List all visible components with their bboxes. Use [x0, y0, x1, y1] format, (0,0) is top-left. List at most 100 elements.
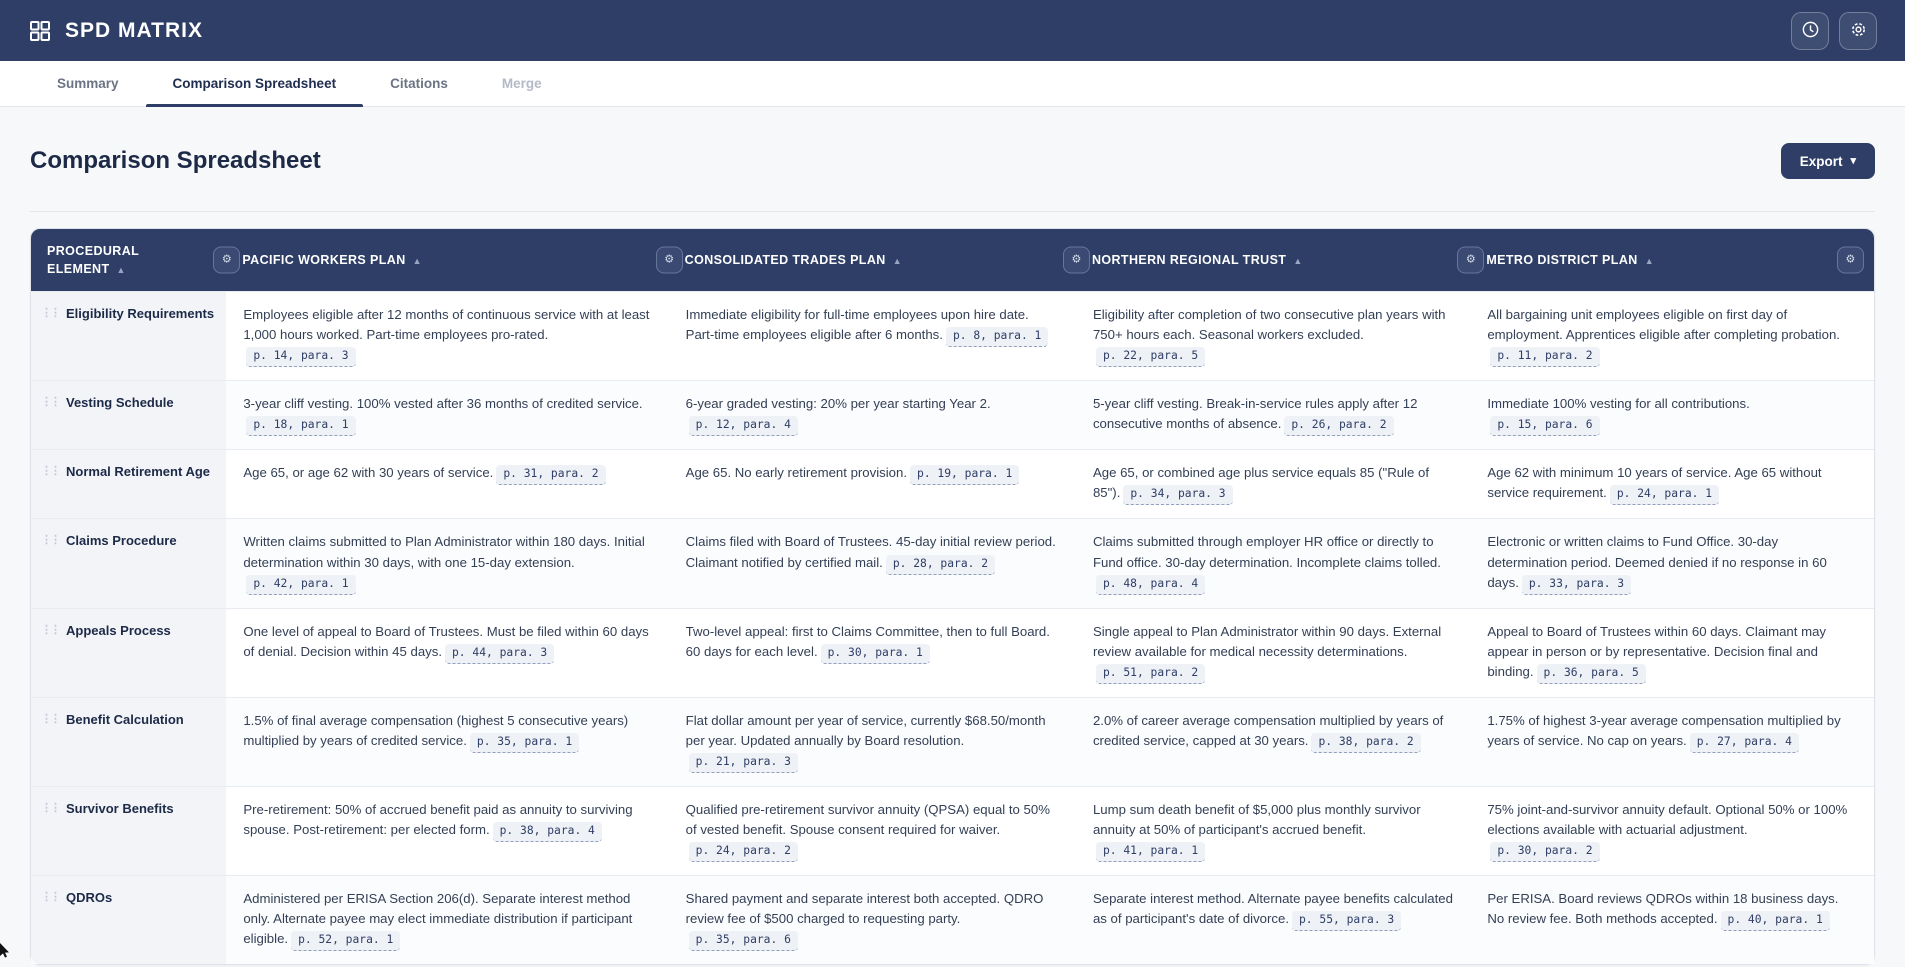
drag-handle-icon[interactable]: ⋮⋮ [41, 396, 61, 409]
citation-chip[interactable]: p. 26, para. 2 [1284, 416, 1394, 437]
drag-handle-icon[interactable]: ⋮⋮ [41, 307, 61, 319]
cell-text: Electronic or written claims to Fund Off… [1487, 534, 1827, 590]
column-settings-button[interactable]: ⚙ [1457, 246, 1485, 274]
citation-chip[interactable]: p. 21, para. 3 [688, 752, 798, 773]
plan-cell: Per ERISA. Board reviews QDROs within 18… [1470, 876, 1874, 964]
column-settings-button[interactable]: ⚙ [1062, 246, 1090, 274]
cell-text: All bargaining unit employees eligible o… [1487, 307, 1840, 343]
plan-cell: Single appeal to Plan Administrator with… [1076, 609, 1470, 697]
citation-chip[interactable]: p. 15, para. 6 [1490, 416, 1600, 437]
plan-cell: Written claims submitted to Plan Adminis… [226, 519, 668, 607]
cell-text: 75% joint-and-survivor annuity default. … [1487, 802, 1848, 838]
element-label: Survivor Benefits [66, 801, 174, 816]
tab-citations[interactable]: Citations [390, 76, 448, 91]
tab-merge: Merge [501, 76, 542, 91]
citation-chip[interactable]: p. 30, para. 2 [1490, 842, 1600, 863]
table-row: ⋮⋮ Normal Retirement Age Age 65, or age 62… [31, 449, 1874, 519]
citation-chip[interactable]: p. 22, para. 5 [1095, 347, 1206, 368]
column-header-consolidated-trades-plan[interactable]: CONSOLIDATED TRADES PLAN ▲ ⚙ [669, 229, 1090, 291]
citation-chip[interactable]: p. 8, para. 1 [945, 327, 1049, 348]
clock-icon [1801, 20, 1820, 42]
plan-cell: Age 65, or age 62 with 30 years of servi… [226, 450, 668, 518]
citation-chip[interactable]: p. 41, para. 1 [1095, 842, 1206, 863]
drag-handle-icon[interactable]: ⋮⋮ [41, 534, 61, 547]
citation-chip[interactable]: p. 51, para. 2 [1095, 663, 1206, 684]
plan-cell: Eligibility after completion of two cons… [1076, 292, 1470, 380]
citation-chip[interactable]: p. 30, para. 1 [820, 643, 930, 664]
citation-chip[interactable]: p. 31, para. 2 [496, 465, 606, 486]
cell-text: Age 65. No early retirement provision. [685, 465, 908, 481]
sort-asc-icon: ▲ [1293, 255, 1303, 266]
citation-chip[interactable]: p. 12, para. 4 [688, 416, 798, 437]
cell-text: Claims submitted through employer HR off… [1092, 534, 1441, 570]
export-button[interactable]: Export ▾ [1780, 143, 1875, 179]
cell-text: 6-year graded vesting: 20% per year star… [685, 396, 991, 412]
column-settings-icon: ⚙ [221, 253, 232, 266]
cell-text: Separate interest method. Alternate paye… [1092, 891, 1453, 927]
column-settings-button[interactable]: ⚙ [1836, 246, 1864, 274]
drag-handle-icon[interactable]: ⋮⋮ [41, 465, 61, 478]
plan-cell: Separate interest method. Alternate paye… [1076, 876, 1470, 964]
citation-chip[interactable]: p. 18, para. 1 [246, 416, 356, 437]
column-settings-icon: ⚙ [664, 253, 675, 266]
column-header-label: PACIFIC WORKERS PLAN [242, 252, 406, 267]
citation-chip[interactable]: p. 35, para. 6 [688, 931, 798, 952]
cell-text: Employees eligible after 12 months of co… [243, 307, 650, 343]
citation-chip[interactable]: p. 34, para. 3 [1123, 485, 1233, 506]
drag-handle-icon[interactable]: ⋮⋮ [41, 802, 61, 814]
citation-chip[interactable]: p. 52, para. 1 [291, 931, 401, 952]
element-label: Claims Procedure [66, 533, 177, 549]
tab-summary[interactable]: Summary [57, 76, 119, 91]
citation-chip[interactable]: p. 24, para. 2 [688, 842, 798, 863]
cell-text: Flat dollar amount per year of service, … [685, 712, 1046, 748]
app-title: SPD MATRIX [65, 18, 203, 42]
plan-cell: 3-year cliff vesting. 100% vested after … [226, 381, 668, 449]
tab-comparison-spreadsheet[interactable]: Comparison Spreadsheet [145, 61, 364, 107]
column-settings-icon: ⚙ [1465, 253, 1476, 266]
citation-chip[interactable]: p. 44, para. 3 [445, 643, 555, 664]
plan-cell: Pre-retirement: 50% of accrued benefit p… [226, 787, 668, 875]
plan-cell: Administered per ERISA Section 206(d). S… [226, 876, 668, 964]
citation-chip[interactable]: p. 55, para. 3 [1292, 911, 1402, 932]
cell-text: 5-year cliff vesting. Break-in-service r… [1092, 396, 1418, 432]
column-header-label: NORTHERN REGIONAL TRUST [1091, 252, 1287, 267]
element-label: Normal Retirement Age [66, 464, 210, 480]
app-logo: SPD MATRIX [28, 19, 203, 43]
plan-cell: Age 62 with minimum 10 years of service.… [1470, 450, 1874, 518]
citation-chip[interactable]: p. 42, para. 1 [246, 574, 356, 595]
citation-chip[interactable]: p. 24, para. 1 [1609, 485, 1720, 506]
column-header-northern-regional-trust[interactable]: NORTHERN REGIONAL TRUST ▲ ⚙ [1076, 229, 1485, 291]
citation-chip[interactable]: p. 38, para. 2 [1311, 732, 1421, 753]
column-settings-button[interactable]: ⚙ [213, 246, 241, 274]
cell-text: 1.75% of highest 3-year average compensa… [1487, 712, 1841, 748]
citation-chip[interactable]: p. 19, para. 1 [910, 465, 1020, 486]
drag-handle-icon[interactable]: ⋮⋮ [41, 891, 61, 904]
grid-logo-icon [28, 19, 52, 43]
citation-chip[interactable]: p. 27, para. 4 [1689, 732, 1799, 753]
cell-text: Immediate eligibility for full-time empl… [685, 307, 1029, 343]
citation-chip[interactable]: p. 33, para. 3 [1521, 574, 1632, 595]
column-settings-button[interactable]: ⚙ [655, 246, 683, 274]
plan-cell: Two-level appeal: first to Claims Commit… [669, 609, 1076, 697]
citation-chip[interactable]: p. 48, para. 4 [1095, 574, 1206, 595]
column-header-pacific-workers-plan[interactable]: PACIFIC WORKERS PLAN ▲ ⚙ [226, 229, 683, 291]
comparison-table: PROCEDURAL ELEMENT ▲ ⚙ PACIFIC WORKERS PL… [30, 228, 1875, 966]
settings-button[interactable] [1839, 11, 1877, 50]
cell-text: Pre-retirement: 50% of accrued benefit p… [243, 802, 633, 838]
drag-handle-icon[interactable]: ⋮⋮ [41, 623, 61, 636]
column-header-procedural-element[interactable]: PROCEDURAL ELEMENT ▲ ⚙ [31, 229, 241, 291]
element-cell: ⋮⋮ Appeals Process [31, 608, 227, 697]
citation-chip[interactable]: p. 40, para. 1 [1720, 911, 1830, 932]
sort-asc-icon: ▲ [116, 265, 126, 275]
citation-chip[interactable]: p. 36, para. 5 [1536, 663, 1646, 684]
citation-chip[interactable]: p. 11, para. 2 [1490, 347, 1600, 368]
citation-chip[interactable]: p. 35, para. 1 [469, 732, 580, 753]
plan-cell: Electronic or written claims to Fund Off… [1470, 519, 1874, 607]
history-button[interactable] [1791, 11, 1829, 50]
citation-chip[interactable]: p. 14, para. 3 [246, 347, 356, 368]
column-header-metro-district-plan[interactable]: METRO DISTRICT PLAN ▲ ⚙ [1470, 229, 1874, 291]
element-label: Benefit Calculation [66, 711, 184, 727]
drag-handle-icon[interactable]: ⋮⋮ [41, 712, 61, 725]
citation-chip[interactable]: p. 28, para. 2 [885, 554, 996, 575]
citation-chip[interactable]: p. 38, para. 4 [492, 822, 602, 843]
